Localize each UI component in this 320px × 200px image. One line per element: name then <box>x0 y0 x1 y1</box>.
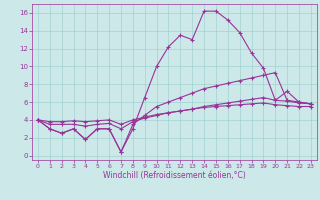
X-axis label: Windchill (Refroidissement éolien,°C): Windchill (Refroidissement éolien,°C) <box>103 171 246 180</box>
